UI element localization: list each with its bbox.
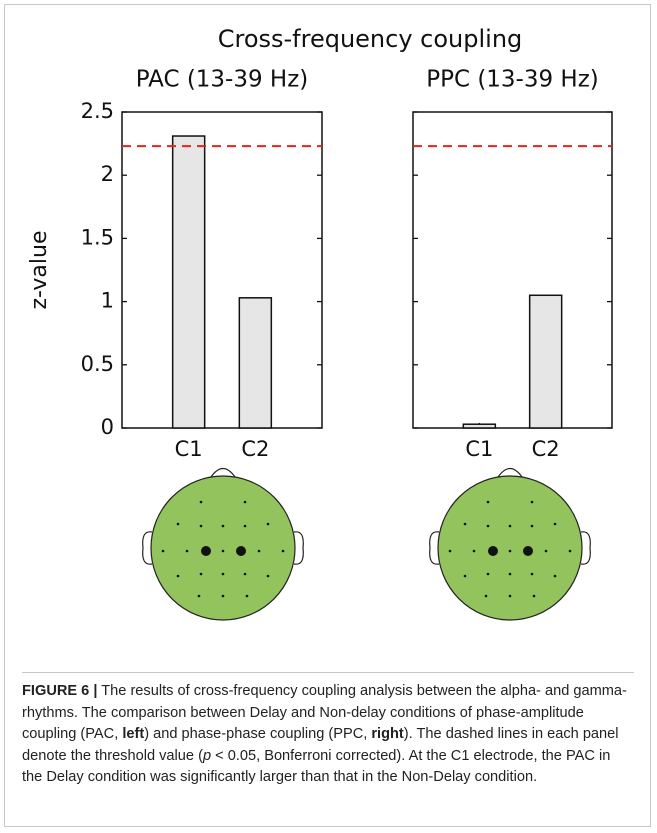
x-tick-label: C2 [532, 437, 560, 461]
x-tick-label: C1 [465, 437, 493, 461]
page: Cross-frequency coupling PAC (13-39 Hz) z… [0, 0, 657, 833]
head-map [430, 469, 591, 621]
caption-label: FIGURE 6 | [22, 683, 97, 699]
caption: FIGURE 6 | The results of cross-frequenc… [22, 672, 634, 789]
axes-box [122, 112, 322, 428]
bar [530, 295, 562, 428]
y-tick-label: 1 [101, 289, 114, 313]
caption-text: p [203, 748, 211, 764]
figure-title: Cross-frequency coupling [218, 25, 523, 53]
bar [173, 136, 205, 428]
bar [239, 298, 271, 428]
y-tick-label: 0 [101, 415, 114, 439]
caption-text: left [122, 726, 144, 742]
y-axis-label: z-value [27, 231, 52, 310]
figure: Cross-frequency coupling PAC (13-39 Hz) z… [0, 0, 657, 665]
head-map [143, 469, 304, 621]
chart-title: PAC (13-39 Hz) [136, 67, 309, 93]
caption-text: ) and phase-phase coupling (PPC, [144, 726, 371, 742]
x-tick-label: C2 [241, 437, 269, 461]
x-tick-label: C1 [175, 437, 203, 461]
y-tick-label: 2.5 [81, 99, 114, 123]
y-tick-label: 2 [101, 162, 114, 186]
caption-text: right [371, 726, 403, 742]
chart-title: PPC (13-39 Hz) [426, 67, 599, 93]
y-tick-label: 0.5 [81, 352, 114, 376]
bar [463, 424, 495, 428]
y-tick-label: 1.5 [81, 225, 114, 249]
axes-box [413, 112, 612, 428]
